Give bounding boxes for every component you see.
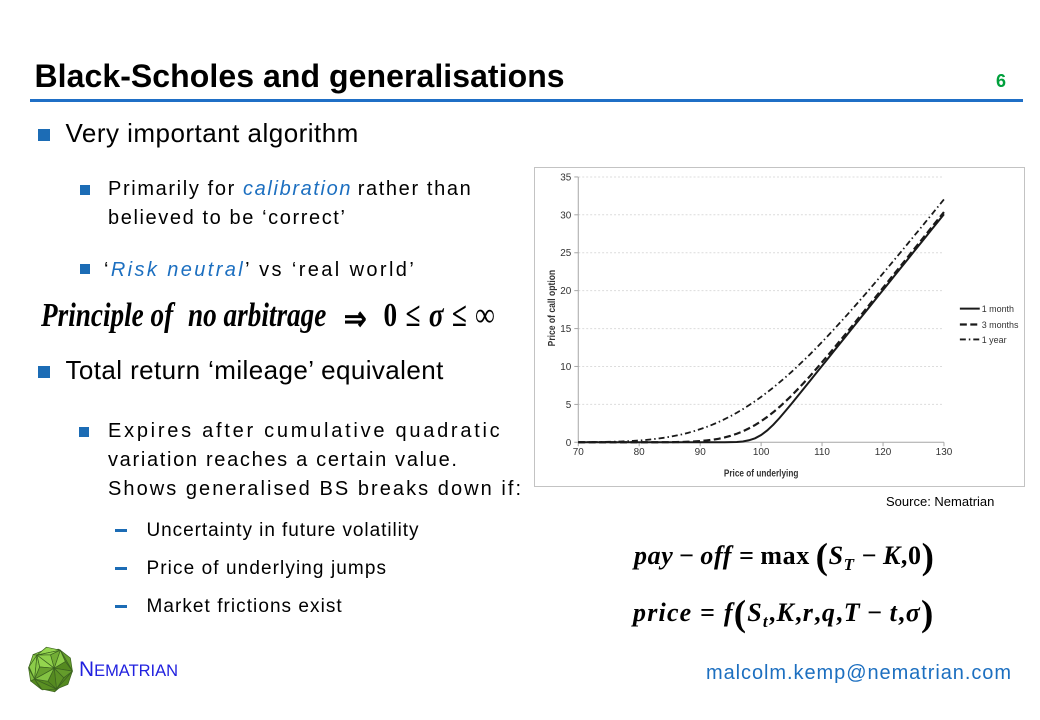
svg-text:70: 70 <box>573 447 585 458</box>
svg-text:0: 0 <box>566 438 572 449</box>
svg-text:110: 110 <box>814 447 830 458</box>
svg-text:20: 20 <box>560 286 572 297</box>
svg-text:1 month: 1 month <box>982 304 1014 314</box>
svg-text:130: 130 <box>936 447 953 458</box>
svg-text:120: 120 <box>875 447 892 458</box>
svg-text:30: 30 <box>560 210 572 221</box>
svg-text:80: 80 <box>634 447 646 458</box>
svg-text:Price of call option: Price of call option <box>547 270 558 347</box>
svg-text:10: 10 <box>560 362 572 373</box>
svg-text:5: 5 <box>566 400 572 411</box>
svg-text:100: 100 <box>753 447 770 458</box>
svg-text:3 months: 3 months <box>982 320 1019 330</box>
svg-text:Price of underlying: Price of underlying <box>724 469 799 480</box>
svg-text:25: 25 <box>560 248 572 259</box>
svg-text:90: 90 <box>695 447 707 458</box>
svg-text:15: 15 <box>560 324 572 335</box>
svg-text:35: 35 <box>560 172 572 183</box>
svg-text:1 year: 1 year <box>982 335 1007 345</box>
